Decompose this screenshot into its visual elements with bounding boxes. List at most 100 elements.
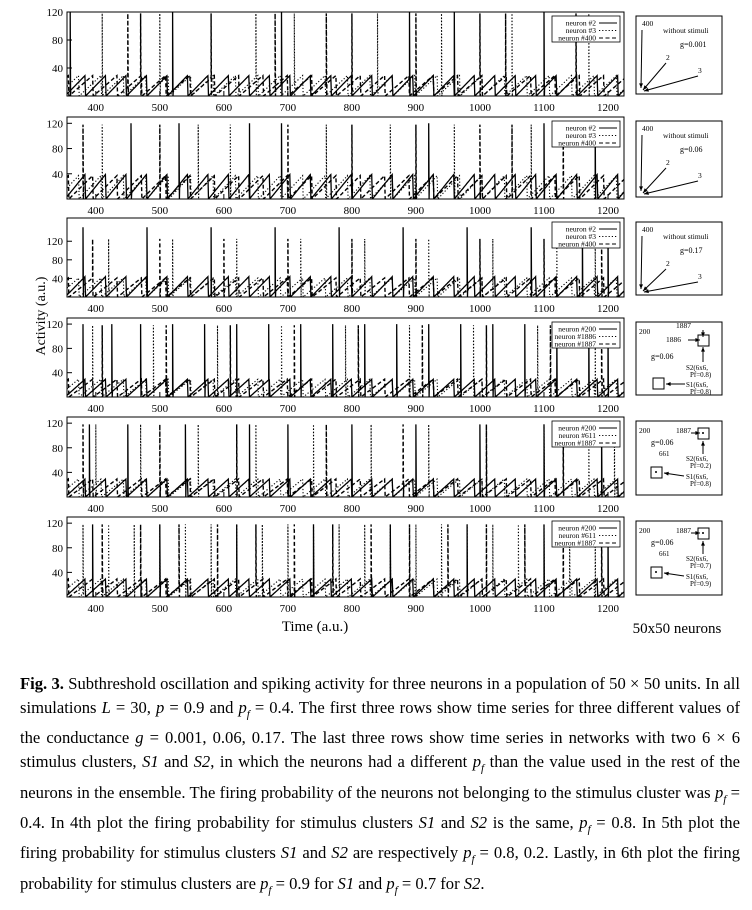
- x-tick-label: 1000: [469, 205, 492, 217]
- x-tick-label: 1100: [533, 403, 555, 415]
- x-tick-label: 1200: [597, 102, 620, 114]
- series-solid: [67, 324, 624, 397]
- y-tick-label: 40: [52, 368, 64, 380]
- inset-frame: [635, 420, 723, 496]
- legend-box: [551, 221, 621, 249]
- panel-5: 120 80 40 400 500 600 700 800 900 1000 1100 1200 neu…: [47, 416, 723, 515]
- y-tick-label: 80: [52, 343, 64, 355]
- inset-frame: [635, 221, 723, 296]
- inset-arrowhead: [639, 83, 644, 88]
- inset-arrowhead: [644, 289, 649, 294]
- legend-label: neuron #400: [558, 34, 596, 43]
- series-dotted: [67, 238, 624, 297]
- inset-arrowhead: [701, 441, 705, 446]
- legend-label: neuron #1887: [555, 439, 597, 448]
- inset-neuron-1886: 1886: [666, 335, 681, 344]
- x-tick-label: 900: [408, 303, 425, 315]
- y-tick-label: 80: [52, 35, 64, 47]
- x-tick-label: 900: [408, 603, 425, 615]
- x-tick-label: 600: [216, 503, 233, 515]
- x-tick-label: 800: [344, 205, 361, 217]
- x-tick-label: 600: [216, 205, 233, 217]
- legend-label: neuron #3: [566, 232, 596, 241]
- plot-frame: [66, 116, 625, 200]
- inset-conductance: g=0.06: [651, 538, 674, 547]
- inset-arrowhead: [701, 347, 705, 352]
- inset-neuron-3: 3: [698, 272, 702, 281]
- legend-label: neuron #611: [559, 431, 597, 440]
- inset-stimuli-note: without stimuli: [663, 26, 709, 35]
- x-tick-label: 900: [408, 205, 425, 217]
- x-tick-label: 900: [408, 102, 425, 114]
- x-tick-label: 500: [152, 503, 169, 515]
- panel-3: 120 80 40 400 500 600 700 800 900 1000 1100 1200 neu…: [47, 217, 723, 315]
- series-solid: [67, 227, 624, 297]
- x-tick-label: 700: [280, 303, 297, 315]
- y-tick-label: 40: [52, 567, 64, 579]
- y-tick-label: 40: [52, 169, 64, 181]
- figure: 120 80 40 400 500 600 700 800 900 1000 1100 1200 neu…: [34, 7, 723, 637]
- inset-conductance: g=0.06: [651, 438, 674, 447]
- plot-frame: [66, 516, 625, 598]
- x-tick-label: 1100: [533, 102, 555, 114]
- inset-neuron-200: 200: [639, 526, 651, 535]
- inset-neuron-1887: 1887: [676, 526, 691, 535]
- series-dotted: [67, 325, 624, 397]
- x-tick-label: 1000: [469, 102, 492, 114]
- inset-conductance: g=0.06: [651, 352, 674, 361]
- x-tick-label: 1000: [469, 503, 492, 515]
- series-dotted: [67, 13, 624, 96]
- inset-s1-pf: Pf=0.8): [690, 480, 712, 488]
- legend-label: neuron #3: [566, 131, 596, 140]
- x-tick-label: 700: [280, 102, 297, 114]
- x-tick-label: 700: [280, 503, 297, 515]
- inset-s2-pf: Pf=0.7): [690, 562, 712, 570]
- inset-neuron-200: 200: [639, 327, 651, 336]
- x-tick-label: 1200: [597, 303, 620, 315]
- inset-neuron-400: 400: [642, 124, 654, 133]
- legend-label: neuron #1886: [555, 332, 597, 341]
- inset-arrowhead: [644, 87, 649, 92]
- inset-cluster-s1: [652, 377, 665, 390]
- series-dotted: [67, 524, 624, 597]
- legend-label: neuron #3: [566, 26, 596, 35]
- series-dashed: [67, 13, 624, 96]
- inset-neuron-400: 400: [642, 225, 654, 234]
- legend-label: neuron #400: [558, 240, 596, 249]
- x-tick-label: 800: [344, 503, 361, 515]
- x-tick-label: 600: [216, 102, 233, 114]
- x-tick-label: 1000: [469, 603, 492, 615]
- legend-label: neuron #200: [558, 424, 596, 433]
- inset-arrow: [640, 29, 643, 89]
- inset-arrow: [640, 134, 643, 192]
- caption-label: Fig. 3.: [20, 674, 64, 693]
- panel-6: 120 80 40 400 500 600 700 800 900 1000 1100 1200 neu…: [47, 516, 723, 615]
- x-tick-label: 1100: [533, 205, 555, 217]
- inset-s2-label: S2(6x6,: [686, 455, 708, 463]
- series-dashed: [67, 124, 624, 199]
- y-tick-label: 120: [47, 118, 64, 130]
- inset-arrow: [642, 167, 667, 194]
- inset-neuron-661: 661: [659, 450, 670, 458]
- x-tick-label: 500: [152, 205, 169, 217]
- inset-arrow: [643, 180, 699, 195]
- figure-caption: Fig. 3. Subthreshold oscillation and spi…: [20, 672, 740, 902]
- series-dashed: [67, 424, 624, 497]
- inset-network-diagram: 20018871886g=0.06S2(6x6,Pf=0.8)S1(6x6,Pf…: [635, 321, 723, 396]
- plot-frame: [66, 11, 625, 97]
- x-tick-label: 700: [280, 205, 297, 217]
- x-tick-label: 400: [88, 503, 105, 515]
- inset-arrowhead: [701, 541, 705, 546]
- inset-neuron-1887: 1887: [676, 426, 691, 435]
- inset-s2-label: S2(6x6,: [686, 364, 708, 372]
- x-tick-label: 600: [216, 403, 233, 415]
- inset-arrow: [642, 62, 667, 91]
- y-tick-label: 40: [52, 63, 64, 75]
- legend-label: neuron #200: [558, 325, 596, 334]
- inset-arrowhead: [644, 191, 649, 195]
- inset-arrowhead: [695, 338, 700, 342]
- inset-network-diagram: 400 without stimuli g=0.06 2 3: [635, 120, 723, 198]
- panel-2: 120 80 40 400 500 600 700 800 900 1000 1100 1200 neu…: [47, 116, 723, 217]
- x-tick-label: 1000: [469, 303, 492, 315]
